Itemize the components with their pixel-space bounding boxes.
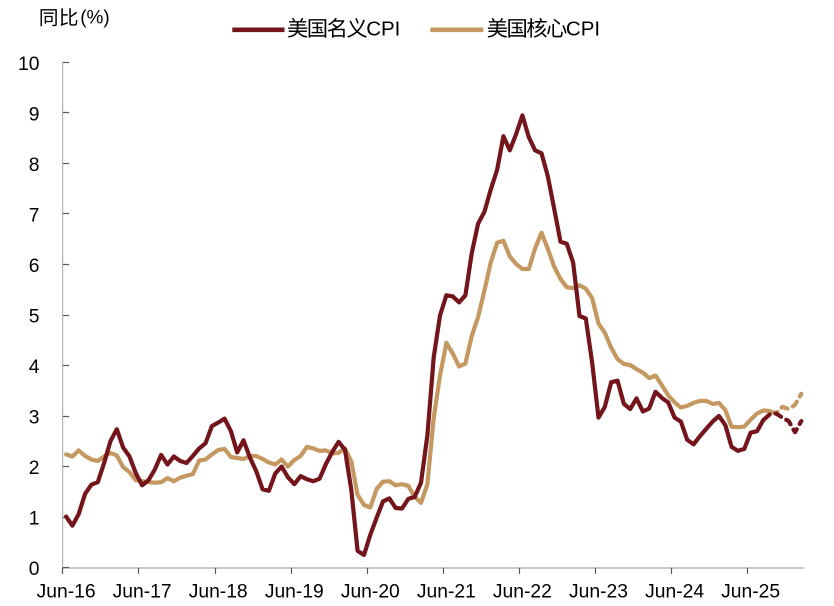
svg-text:Jun-25: Jun-25 bbox=[721, 582, 780, 603]
svg-text:Jun-17: Jun-17 bbox=[113, 582, 172, 603]
svg-text:Jun-16: Jun-16 bbox=[37, 582, 96, 603]
svg-text:10: 10 bbox=[18, 54, 39, 75]
svg-text:6: 6 bbox=[29, 256, 40, 277]
svg-text:7: 7 bbox=[29, 206, 40, 227]
svg-text:Jun-21: Jun-21 bbox=[417, 582, 476, 603]
svg-text:8: 8 bbox=[29, 155, 40, 176]
svg-text:Jun-18: Jun-18 bbox=[189, 582, 248, 603]
svg-text:(%): (%) bbox=[80, 7, 110, 28]
svg-text:Jun-20: Jun-20 bbox=[341, 582, 400, 603]
svg-text:Jun-24: Jun-24 bbox=[645, 582, 704, 603]
svg-text:CPI: CPI bbox=[366, 17, 400, 40]
svg-text:CPI: CPI bbox=[566, 17, 600, 40]
svg-text:Jun-22: Jun-22 bbox=[493, 582, 552, 603]
svg-text:1: 1 bbox=[29, 509, 40, 530]
svg-text:3: 3 bbox=[29, 408, 40, 429]
svg-text:2: 2 bbox=[29, 458, 40, 479]
svg-text:4: 4 bbox=[29, 357, 40, 378]
svg-text:0: 0 bbox=[29, 559, 40, 580]
svg-text:Jun-23: Jun-23 bbox=[569, 582, 628, 603]
svg-text:9: 9 bbox=[29, 105, 40, 126]
svg-text:5: 5 bbox=[29, 307, 40, 328]
svg-text:Jun-19: Jun-19 bbox=[265, 582, 324, 603]
